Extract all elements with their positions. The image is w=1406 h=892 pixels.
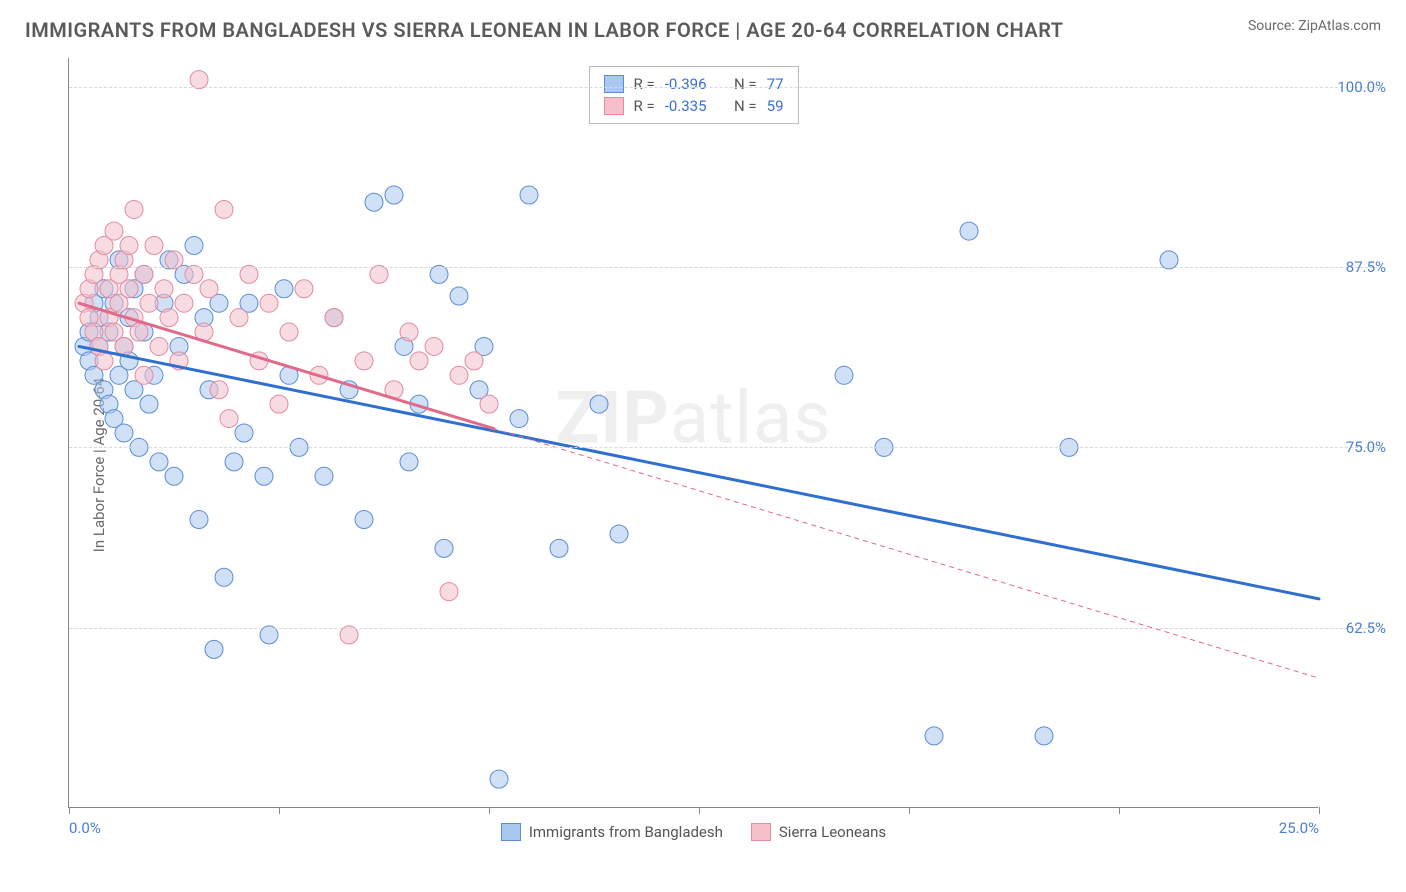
y-tick-label: 87.5% [1346,258,1386,276]
legend-stats: R = -0.396 N = 77 R = -0.335 N = 59 [588,66,798,124]
legend-stat-row: R = -0.396 N = 77 [603,73,783,95]
legend-series: Immigrants from Bangladesh Sierra Leonea… [69,823,1318,841]
legend-item-bangladesh: Immigrants from Bangladesh [501,823,723,841]
x-tick-label: 25.0% [1279,819,1319,837]
legend-item-sierra-leoneans: Sierra Leoneans [751,823,886,841]
plot-region: ZIPatlas R = -0.396 N = 77 R = -0.335 N … [68,58,1318,808]
source-link[interactable]: ZipAtlas.com [1298,18,1381,34]
chart-title: IMMIGRANTS FROM BANGLADESH VS SIERRA LEO… [25,18,1064,42]
y-tick-label: 75.0% [1346,438,1386,456]
y-tick-label: 100.0% [1337,78,1386,96]
plot-svg [69,58,1318,807]
legend-stat-row: R = -0.335 N = 59 [603,95,783,117]
chart-area: In Labor Force | Age 20-64 ZIPatlas R = … [20,58,1386,872]
swatch-bangladesh [501,823,521,841]
x-tick-label: 0.0% [69,819,101,837]
y-tick-label: 62.5% [1346,619,1386,637]
source-label: Source: ZipAtlas.com [1248,18,1381,34]
swatch-sierra-leoneans [751,823,771,841]
